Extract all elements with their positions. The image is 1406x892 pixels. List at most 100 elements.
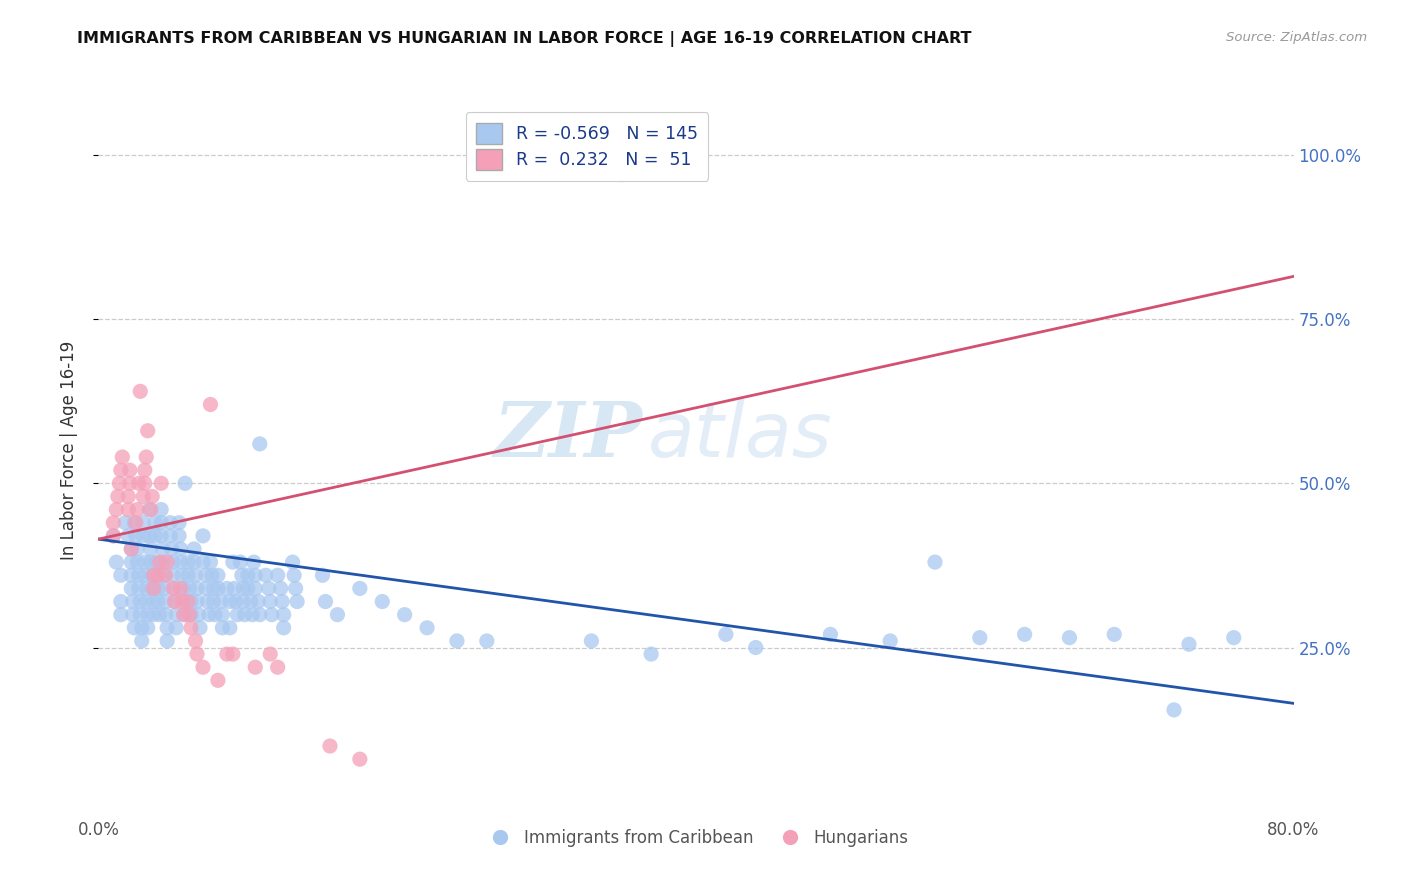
Point [188, 621, 211, 635]
Point [1059, 631, 1081, 645]
Point [111, 450, 134, 464]
Point [148, 568, 170, 582]
Point [108, 476, 131, 491]
Point [232, 582, 254, 596]
Point [267, 660, 290, 674]
Point [311, 568, 333, 582]
Text: ZIP: ZIP [494, 399, 643, 473]
Point [156, 634, 179, 648]
Point [153, 582, 176, 596]
Point [134, 463, 156, 477]
Point [202, 594, 225, 608]
Point [107, 490, 129, 504]
Legend: Immigrants from Caribbean, Hungarians: Immigrants from Caribbean, Hungarians [477, 822, 915, 854]
Point [177, 594, 200, 608]
Point [283, 568, 305, 582]
Point [145, 555, 167, 569]
Point [172, 594, 194, 608]
Point [142, 568, 165, 582]
Point [714, 627, 737, 641]
Point [349, 582, 371, 596]
Point [195, 568, 218, 582]
Point [148, 594, 170, 608]
Point [110, 607, 132, 622]
Y-axis label: In Labor Force | Age 16-19: In Labor Force | Age 16-19 [59, 341, 77, 560]
Point [139, 502, 162, 516]
Point [143, 529, 166, 543]
Point [173, 607, 195, 622]
Text: Source: ZipAtlas.com: Source: ZipAtlas.com [1226, 31, 1367, 45]
Point [179, 582, 201, 596]
Point [121, 594, 143, 608]
Point [183, 555, 205, 569]
Point [128, 582, 150, 596]
Point [156, 555, 179, 569]
Text: atlas: atlas [648, 399, 832, 473]
Point [581, 634, 603, 648]
Point [271, 594, 294, 608]
Point [103, 529, 125, 543]
Point [150, 502, 173, 516]
Point [1104, 627, 1126, 641]
Point [229, 555, 252, 569]
Point [315, 594, 337, 608]
Point [285, 594, 308, 608]
Point [149, 607, 172, 622]
Point [138, 529, 160, 543]
Point [135, 450, 157, 464]
Point [132, 529, 155, 543]
Point [156, 621, 179, 635]
Point [105, 502, 128, 516]
Point [121, 607, 143, 622]
Text: IMMIGRANTS FROM CARIBBEAN VS HUNGARIAN IN LABOR FORCE | AGE 16-19 CORRELATION CH: IMMIGRANTS FROM CARIBBEAN VS HUNGARIAN I… [77, 31, 972, 47]
Point [349, 752, 371, 766]
Point [103, 516, 125, 530]
Point [169, 541, 191, 556]
Point [879, 634, 901, 648]
Point [215, 647, 238, 661]
Point [284, 582, 307, 596]
Point [207, 673, 229, 688]
Point [267, 568, 290, 582]
Point [1178, 637, 1201, 651]
Point [174, 476, 197, 491]
Point [139, 541, 162, 556]
Point [207, 568, 229, 582]
Point [120, 555, 142, 569]
Point [173, 582, 195, 596]
Point [136, 607, 159, 622]
Point [446, 634, 468, 648]
Point [128, 476, 150, 491]
Point [159, 529, 181, 543]
Point [319, 739, 342, 753]
Point [120, 541, 142, 556]
Point [180, 607, 202, 622]
Point [110, 594, 132, 608]
Point [103, 529, 125, 543]
Point [236, 568, 259, 582]
Point [231, 568, 253, 582]
Point [211, 607, 233, 622]
Point [131, 621, 153, 635]
Point [273, 607, 295, 622]
Point [222, 647, 245, 661]
Point [191, 555, 214, 569]
Point [1163, 703, 1185, 717]
Point [135, 582, 157, 596]
Point [145, 568, 167, 582]
Point [127, 541, 149, 556]
Point [153, 568, 176, 582]
Point [240, 607, 263, 622]
Point [155, 568, 177, 582]
Point [152, 555, 174, 569]
Point [195, 582, 218, 596]
Point [172, 568, 194, 582]
Point [224, 582, 246, 596]
Point [118, 463, 141, 477]
Point [162, 568, 184, 582]
Point [132, 516, 155, 530]
Point [117, 502, 139, 516]
Point [120, 568, 142, 582]
Point [184, 568, 207, 582]
Point [394, 607, 416, 622]
